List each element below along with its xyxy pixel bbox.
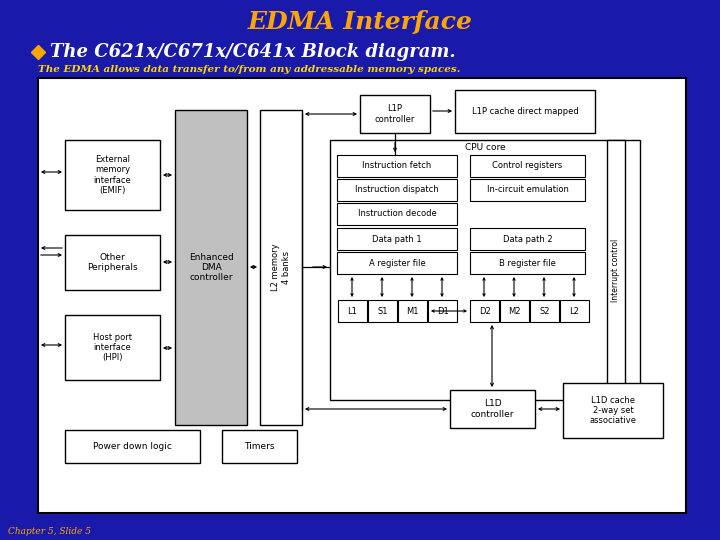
Text: L2 memory
4 banks: L2 memory 4 banks (271, 243, 291, 291)
Text: L1D cache
2-way set
associative: L1D cache 2-way set associative (590, 396, 636, 426)
Text: L1: L1 (348, 307, 357, 315)
Bar (330, 140, 640, 400)
Bar (360, 95, 430, 133)
Text: The C621x/C671x/C641x Block diagram.: The C621x/C671x/C641x Block diagram. (50, 43, 456, 61)
Bar (530, 300, 559, 322)
Bar (260, 110, 302, 425)
Text: Data path 2: Data path 2 (503, 234, 552, 244)
Bar (338, 300, 367, 322)
Bar (607, 140, 625, 400)
Bar (337, 155, 457, 177)
Bar (470, 179, 585, 201)
Text: EDMA Interface: EDMA Interface (248, 10, 472, 34)
Text: M2: M2 (508, 307, 521, 315)
Text: L1P cache direct mapped: L1P cache direct mapped (472, 107, 578, 116)
Bar (222, 430, 297, 463)
Text: L2: L2 (570, 307, 580, 315)
Bar (65, 315, 160, 380)
Bar (500, 300, 529, 322)
Text: Data path 1: Data path 1 (372, 234, 422, 244)
Bar (470, 155, 585, 177)
Bar (428, 300, 457, 322)
Text: Other
Peripherals: Other Peripherals (87, 253, 138, 272)
Bar (563, 383, 663, 438)
Text: Host port
interface
(HPI): Host port interface (HPI) (93, 333, 132, 362)
Text: M1: M1 (406, 307, 419, 315)
Text: S2: S2 (539, 307, 550, 315)
Text: Enhanced
DMA
controller: Enhanced DMA controller (189, 253, 233, 282)
Bar (455, 90, 595, 133)
Text: The EDMA allows data transfer to/from any addressable memory spaces.: The EDMA allows data transfer to/from an… (38, 65, 460, 75)
Text: D2: D2 (479, 307, 490, 315)
Text: Chapter 5, Slide 5: Chapter 5, Slide 5 (8, 528, 91, 537)
Text: Timers: Timers (244, 442, 275, 451)
Text: A register file: A register file (369, 259, 426, 267)
Bar (337, 252, 457, 274)
Text: Instruction fetch: Instruction fetch (362, 161, 431, 171)
Bar (398, 300, 427, 322)
Bar (368, 300, 397, 322)
Bar (337, 203, 457, 225)
Bar (65, 430, 200, 463)
Text: L1D
controller: L1D controller (471, 399, 514, 418)
Bar (470, 228, 585, 250)
Text: External
memory
interface
(EMIF): External memory interface (EMIF) (94, 155, 131, 195)
Text: Power down logic: Power down logic (93, 442, 172, 451)
Bar (38, 78, 686, 513)
Text: Control registers: Control registers (492, 161, 562, 171)
Bar (450, 390, 535, 428)
Bar (175, 110, 247, 425)
Bar (560, 300, 589, 322)
Text: Interrupt control: Interrupt control (611, 238, 621, 302)
Bar (337, 179, 457, 201)
Text: D1: D1 (436, 307, 449, 315)
Text: Instruction dispatch: Instruction dispatch (355, 186, 438, 194)
Bar (65, 235, 160, 290)
Text: S1: S1 (377, 307, 388, 315)
Text: L1P
controller: L1P controller (375, 104, 415, 124)
Bar (470, 252, 585, 274)
Bar (65, 140, 160, 210)
Text: Instruction decode: Instruction decode (358, 210, 436, 219)
Bar (337, 228, 457, 250)
Text: In-circuit emulation: In-circuit emulation (487, 186, 568, 194)
Bar (470, 300, 499, 322)
Text: B register file: B register file (499, 259, 556, 267)
Text: CPU core: CPU core (464, 144, 505, 152)
